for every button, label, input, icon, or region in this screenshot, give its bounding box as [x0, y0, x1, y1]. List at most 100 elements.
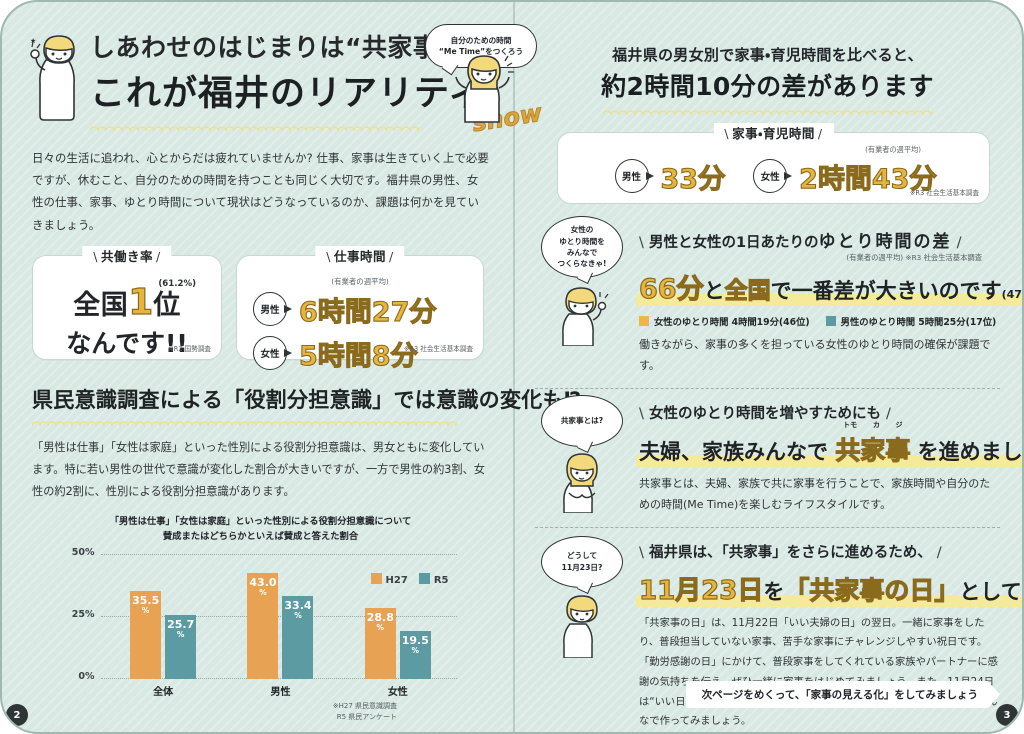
bar-h27-female: 28.8% [364, 607, 396, 680]
section-yutori-legend: 女性のゆとり時間 4時間19分(46位) 男性のゆとり時間 5時間25分(17位… [639, 314, 1000, 328]
slash-left-icon: \ [93, 248, 98, 264]
gridline-25 [100, 616, 457, 618]
gridline-0 [100, 678, 457, 680]
legend-label-female: 女性のゆとり時間 4時間19分(46位) [654, 317, 810, 328]
chart-title-line-2: 賛成またはどちらかといえば賛成と答えた割合 [162, 531, 359, 543]
y-tick-0: 0% [78, 671, 95, 683]
section-yutori-tail: で一番差が大きいのです [770, 279, 1002, 303]
bar-r5-male: 33.4% [282, 596, 314, 680]
section-yutori-body: 働きながら、家事の多くを担っている女性のゆとり時間の確保が課題です。 [639, 338, 991, 372]
card-work-time-row-male: 男性 6時間27分 [249, 290, 471, 329]
slash-left-icon: \ [639, 544, 644, 561]
right-column: 福井県の男女別で家事・育児時間を比べると、 約2時間10分の差があります \ 家事… [513, 2, 1022, 732]
card-work-time-title-text: 仕事時間 [333, 248, 387, 264]
chart-source-line-1: ※H27 県民意識調査 [332, 702, 397, 711]
chart-source-note: ※H27 県民意識調査 R5 県民アンケート [32, 701, 397, 723]
bubble-tomokaji-question: 共家事とは? [541, 394, 623, 447]
left-column: ★ しあわせのはじまりは“共家事”から これが福井のリアリティ show 自分の… [2, 2, 581, 732]
card-work-time-title: \ 仕事時間 / [315, 245, 405, 265]
role-attitude-bar-chart: 「男性は仕事」「女性は家庭」といった性別による役割分担意識について 賛成またはど… [32, 515, 489, 723]
chart-x-labels: 全体 男性 女性 [105, 683, 457, 698]
tag-male: 男性 [614, 159, 649, 193]
slash-right-icon: / [936, 544, 942, 561]
card-dual-income-percent: (61.2%) [158, 278, 196, 289]
y-tick-50: 50% [71, 547, 95, 559]
section-yutori-rank: (47位) [1001, 288, 1022, 301]
gridline-50 [100, 554, 457, 556]
right-header-line-1: 福井県の男女別で家事・育児時間を比べると、 [612, 46, 923, 64]
y-tick-25: 25% [71, 609, 95, 621]
card-work-time-male-value: 6時間27分 [298, 296, 437, 328]
card-work-time-source: ※R3 社会生活基本調査 [403, 344, 473, 353]
section-yutori-kicker: \ 男性と女性の1日あたりのゆとり時間の差 / [639, 227, 1000, 252]
section-kajinohi-date: 11月23日 [638, 575, 764, 606]
slash-left-icon: \ [326, 248, 331, 264]
tag-female: 女性 [253, 336, 287, 371]
card-dual-income-title: \ 共働き率 / [82, 245, 172, 265]
card-dual-income-title-text: 共働き率 [100, 248, 154, 264]
card-dual-income-rank-number: 1 [128, 281, 154, 323]
page-number-left: 2 [6, 704, 28, 726]
card-housework-source: ※R3 社会生活基本調査 [909, 189, 979, 197]
slash-left-icon: \ [639, 235, 644, 251]
slash-right-icon: / [956, 235, 962, 251]
tag-female: 女性 [753, 159, 788, 193]
bubble-me-time-line2: “Me Time”をつくろう [438, 47, 524, 56]
card-dual-income-caption: なんです!! [66, 328, 188, 358]
section-kajinohi-post: として制定しました [959, 579, 1022, 604]
person-illustration-girl-cheering [455, 55, 514, 123]
hero-lead-paragraph: 日々の生活に追われ、心とからだは疲れていませんか? 仕事、家事は生きていく上で必… [32, 151, 489, 232]
hero-underline-wave [90, 125, 420, 131]
section-tomokaji: 共家事とは? \ 女性のゆとり時間を増やすためにも / 夫婦、家族みんなで トモ… [535, 387, 1022, 527]
slash-right-icon: / [389, 248, 394, 264]
section-kajinohi-main-statement: 11月23日を「共家事の日」として制定しました [636, 570, 1022, 607]
section-yutori-mid: と [703, 279, 725, 303]
legend-item-female-yutori: 女性のゆとり時間 4時間19分(46位) [639, 314, 810, 328]
bubble-yutori-line2: ゆとり時間を [559, 236, 605, 246]
section-yutori-minutes: 66分 [638, 273, 704, 305]
chart-bars: 35.5% 25.7% 43.0% 33.4% [105, 554, 457, 680]
bubble-yutori-line3: みんなで [566, 248, 598, 257]
person-illustration-boy-pointing-up [562, 287, 609, 346]
survey-heading-underline [32, 419, 457, 426]
bubble-why-line1: どうして [566, 551, 598, 561]
x-label-female: 女性 [387, 687, 408, 699]
bar-h27-male: 43.0% [247, 572, 279, 680]
section-kajinohi-wo: を [763, 579, 785, 604]
right-header-line-2: 約2時間10分の差があります [601, 72, 934, 101]
bubble-yutori-line1: 女性の [570, 225, 594, 235]
x-label-overall: 全体 [153, 687, 174, 699]
svg-text:★: ★ [30, 37, 36, 45]
bar-label-h27-overall: 35.5% [132, 594, 160, 616]
legend-swatch-h27 [370, 573, 382, 585]
card-dual-income-post: 位 [153, 289, 181, 321]
section-yutori-gap: 女性の ゆとり時間を みんなで つくらなきゃ! \ 男性と女性の1日あたりのゆと… [535, 214, 1022, 388]
card-housework-row-female: 女性 2時間43分 [749, 157, 939, 196]
legend-swatch-female [639, 316, 649, 326]
section-tomokaji-ruby: トモカジ [843, 420, 903, 429]
slash-left-icon: \ [724, 126, 730, 141]
section-yutori-kicker-emphasis: ゆとり時間の差 [818, 232, 952, 252]
bar-label-r5-overall: 25.7% [167, 618, 195, 640]
bubble-tomokaji-text: 共家事とは? [560, 416, 604, 426]
page-number-right: 3 [996, 704, 1018, 726]
chart-title-line-1: 「男性は仕事」「女性は家庭」といった性別による役割分担意識について [109, 516, 412, 528]
bar-label-h27-female: 28.8% [366, 610, 394, 632]
bubble-why-line2: 11月23日? [561, 562, 603, 572]
footer-next-page-banner: 次ページをめくって、「家事の見える化」をしてみましょう [686, 681, 1000, 708]
bar-r5-female: 19.5% [399, 630, 431, 680]
chart-title: 「男性は仕事」「女性は家庭」といった性別による役割分担意識について 賛成またはど… [32, 515, 489, 545]
section-kajinohi-kicker: \ 福井県は、「共家事」をさらに進めるため、 / [639, 541, 1000, 562]
right-header: 福井県の男女別で家事・育児時間を比べると、 約2時間10分の差があります [535, 44, 1000, 115]
card-housework-male-value: 33分 [660, 163, 726, 195]
card-housework-female-value: 2時間43分 [799, 163, 937, 195]
card-dual-income-source: ※R2 国勢調査 [168, 344, 211, 353]
legend-swatch-male [825, 316, 836, 326]
legend-label-male: 男性のゆとり時間 5時間25分(17位) [840, 317, 997, 328]
card-housework-title: \ 家事・育児時間 / [713, 123, 834, 142]
card-housework-male-highlight: 33分 [658, 157, 727, 196]
card-work-time-subtitle: (有業者の週平均) [331, 276, 389, 286]
section-tomokaji-keyword-text: 共家事 [835, 435, 911, 465]
section-kajinohi-quote: 「共家事の日」 [784, 575, 960, 605]
